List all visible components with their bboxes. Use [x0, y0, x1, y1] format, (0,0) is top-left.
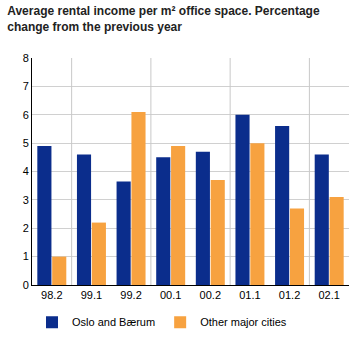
svg-text:02.1: 02.1 [318, 289, 339, 301]
svg-text:00.2: 00.2 [200, 289, 221, 301]
svg-text:Oslo and Bærum: Oslo and Bærum [72, 316, 155, 328]
svg-text:99.2: 99.2 [120, 289, 141, 301]
svg-text:4: 4 [23, 165, 29, 177]
svg-text:3: 3 [23, 194, 29, 206]
svg-text:0: 0 [23, 279, 29, 291]
svg-text:Other major cities: Other major cities [200, 316, 287, 328]
svg-text:7: 7 [23, 80, 29, 92]
svg-text:6: 6 [23, 109, 29, 121]
svg-text:8: 8 [23, 52, 29, 64]
svg-text:2: 2 [23, 222, 29, 234]
svg-text:1: 1 [23, 250, 29, 262]
svg-text:5: 5 [23, 137, 29, 149]
svg-text:99.1: 99.1 [81, 289, 102, 301]
svg-text:Average rental income per m² o: Average rental income per m² office spac… [7, 4, 320, 34]
svg-text:00.1: 00.1 [160, 289, 181, 301]
svg-text:01.2: 01.2 [279, 289, 300, 301]
svg-text:98.2: 98.2 [41, 289, 62, 301]
svg-text:01.1: 01.1 [239, 289, 260, 301]
